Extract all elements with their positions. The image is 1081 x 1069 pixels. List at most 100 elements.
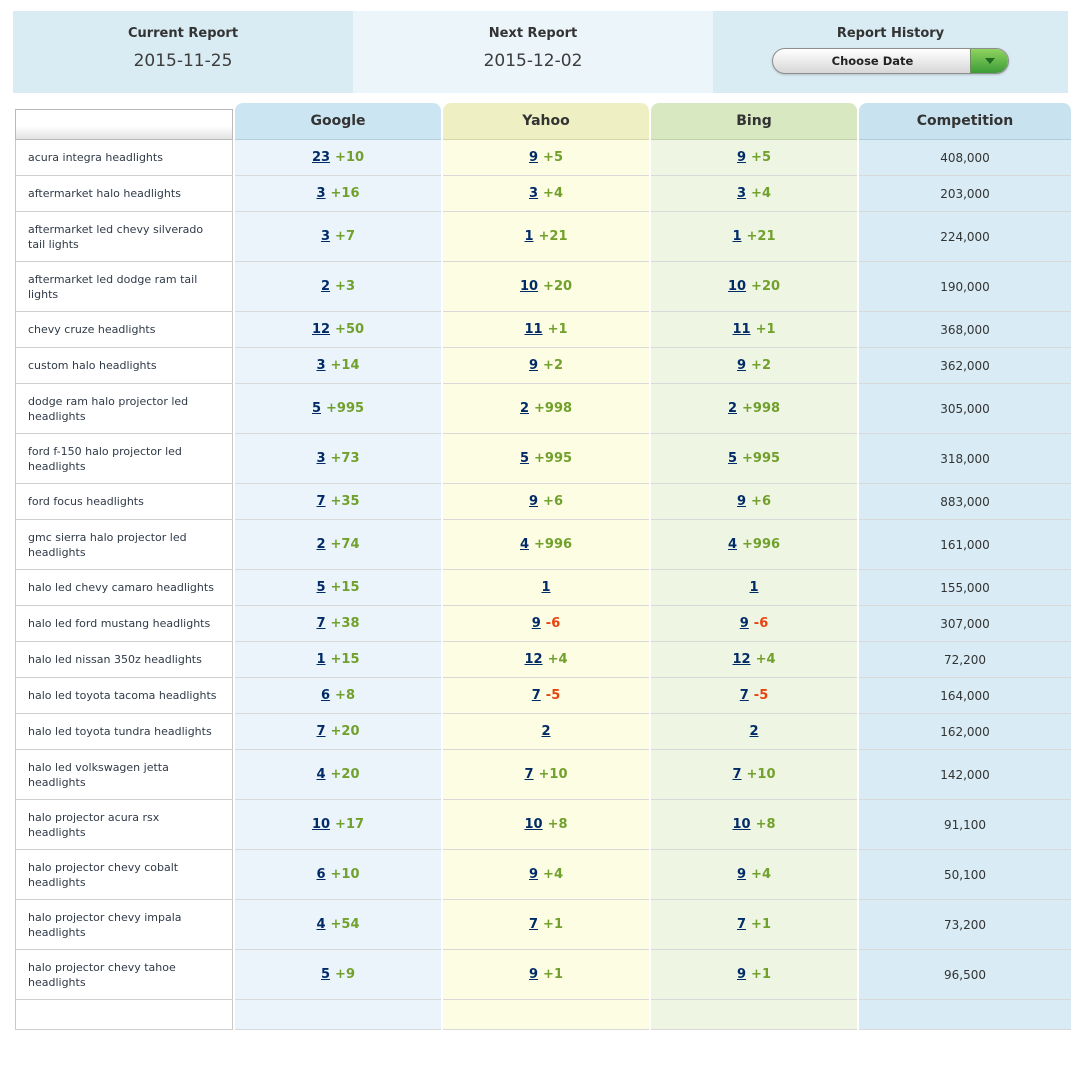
bing-rank-link[interactable]: 12	[732, 651, 751, 667]
bing-rank-link[interactable]: 5	[727, 450, 737, 466]
google-cell: 23 +10	[235, 140, 441, 176]
google-rank-link[interactable]: 5	[316, 579, 326, 595]
google-change-value: +15	[330, 579, 360, 595]
google-rank-link[interactable]: 2	[321, 278, 331, 294]
yahoo-rank-link[interactable]: 7	[531, 687, 541, 703]
google-rank-link[interactable]: 10	[311, 816, 331, 832]
yahoo-rank-link[interactable]: 2	[519, 400, 529, 416]
google-change-value: +995	[326, 400, 365, 416]
yahoo-rank-link[interactable]: 9	[529, 149, 539, 165]
google-rank-link[interactable]: 7	[316, 723, 326, 739]
competition-cell: 164,000	[859, 678, 1071, 714]
google-rank-link[interactable]: 4	[316, 916, 326, 932]
table-body: acura integra headlights 23 +10 9 +5 9 +5 4…	[15, 140, 1081, 1030]
google-rank-link[interactable]: 3	[316, 450, 326, 466]
bing-cell	[651, 1000, 857, 1030]
keyword-label: acura integra headlights	[28, 151, 163, 164]
bing-rank-link[interactable]: 1	[749, 579, 759, 595]
bing-rank-link[interactable]: 3	[737, 185, 747, 201]
bing-cell: 9 +6	[651, 484, 857, 520]
bing-rank-link[interactable]: 9	[739, 615, 749, 631]
bing-rank-link[interactable]: 10	[727, 278, 747, 294]
bing-rank-link[interactable]: 2	[749, 723, 759, 739]
bing-rank-link[interactable]: 10	[732, 816, 751, 832]
bing-column-header: Bing	[651, 103, 857, 140]
keyword-label: halo led toyota tundra headlights	[28, 725, 212, 738]
competition-value: 368,000	[940, 322, 990, 337]
google-rank-link[interactable]: 5	[321, 966, 331, 982]
google-rank-link[interactable]: 6	[316, 866, 326, 882]
competition-value: 72,200	[944, 652, 986, 667]
competition-value: 224,000	[940, 229, 990, 244]
bing-rank-link[interactable]: 4	[727, 536, 737, 552]
yahoo-rank-link[interactable]: 7	[524, 766, 534, 782]
competition-cell: 203,000	[859, 176, 1071, 212]
yahoo-change-value: +995	[534, 450, 573, 466]
yahoo-rank-link[interactable]: 10	[524, 816, 543, 832]
yahoo-cell: 7 +10	[443, 750, 649, 800]
bing-rank-link[interactable]: 7	[737, 916, 747, 932]
yahoo-cell: 4 +996	[443, 520, 649, 570]
yahoo-change-value: +21	[538, 228, 568, 244]
google-rank-link[interactable]: 23	[311, 149, 331, 165]
yahoo-rank-link[interactable]: 9	[531, 615, 541, 631]
bing-rank-link[interactable]: 9	[737, 149, 747, 165]
google-rank-link[interactable]: 7	[316, 615, 326, 631]
google-change-value: +35	[330, 493, 360, 509]
choose-date-button[interactable]: Choose Date	[772, 48, 1009, 74]
yahoo-rank-link[interactable]: 3	[529, 185, 539, 201]
yahoo-cell: 1 +21	[443, 212, 649, 262]
bing-rank-link[interactable]: 1	[732, 228, 742, 244]
google-rank-link[interactable]: 12	[311, 321, 331, 337]
yahoo-rank-link[interactable]: 9	[529, 493, 539, 509]
yahoo-rank-link[interactable]: 5	[519, 450, 529, 466]
google-cell: 10 +17	[235, 800, 441, 850]
yahoo-rank-link[interactable]: 9	[529, 866, 539, 882]
google-change-value: +10	[335, 149, 365, 165]
bing-rank-link[interactable]: 9	[737, 966, 747, 982]
yahoo-rank-link[interactable]: 2	[541, 723, 551, 739]
bing-rank-link[interactable]: 9	[737, 493, 747, 509]
bing-rank-link[interactable]: 7	[732, 766, 742, 782]
bing-rank-link[interactable]: 9	[737, 866, 747, 882]
yahoo-rank-link[interactable]: 1	[524, 228, 534, 244]
bing-rank-link[interactable]: 9	[737, 357, 747, 373]
bing-change-value: +20	[751, 278, 781, 294]
yahoo-rank-link[interactable]: 1	[541, 579, 551, 595]
choose-date-dropdown-toggle[interactable]	[970, 49, 1008, 73]
bing-rank-link[interactable]: 7	[739, 687, 749, 703]
bing-cell: 4 +996	[651, 520, 857, 570]
bing-rank-link[interactable]: 2	[727, 400, 737, 416]
bing-rank-link[interactable]: 11	[732, 321, 751, 337]
table-header-row: Google Yahoo Bing Competition	[15, 103, 1081, 140]
google-rank-link[interactable]: 1	[316, 651, 326, 667]
bing-change-value: +1	[755, 321, 776, 337]
yahoo-change-value: +20	[543, 278, 573, 294]
yahoo-rank-link[interactable]: 7	[529, 916, 539, 932]
google-rank-link[interactable]: 2	[316, 536, 326, 552]
bing-cell: 1	[651, 570, 857, 606]
yahoo-rank-link[interactable]: 10	[519, 278, 539, 294]
google-rank-link[interactable]: 4	[316, 766, 326, 782]
yahoo-cell: 9 +1	[443, 950, 649, 1000]
yahoo-rank-link[interactable]: 4	[519, 536, 529, 552]
google-rank-link[interactable]: 6	[321, 687, 331, 703]
keyword-cell: acura integra headlights	[15, 140, 233, 176]
yahoo-rank-link[interactable]: 9	[529, 357, 539, 373]
yahoo-rank-link[interactable]: 9	[529, 966, 539, 982]
keyword-cell: halo projector chevy impala headlights	[15, 900, 233, 950]
google-rank-link[interactable]: 3	[316, 357, 326, 373]
competition-cell: 307,000	[859, 606, 1071, 642]
google-rank-link[interactable]: 5	[311, 400, 321, 416]
keyword-cell: chevy cruze headlights	[15, 312, 233, 348]
table-row: ford focus headlights 7 +35 9 +6 9 +6 883,0…	[15, 484, 1081, 520]
google-rank-link[interactable]: 7	[316, 493, 326, 509]
bing-cell: 2	[651, 714, 857, 750]
yahoo-rank-link[interactable]: 12	[524, 651, 543, 667]
google-cell: 2 +74	[235, 520, 441, 570]
google-rank-link[interactable]: 3	[321, 228, 331, 244]
google-rank-link[interactable]: 3	[316, 185, 326, 201]
yahoo-rank-link[interactable]: 11	[524, 321, 543, 337]
competition-value: 73,200	[944, 917, 986, 932]
